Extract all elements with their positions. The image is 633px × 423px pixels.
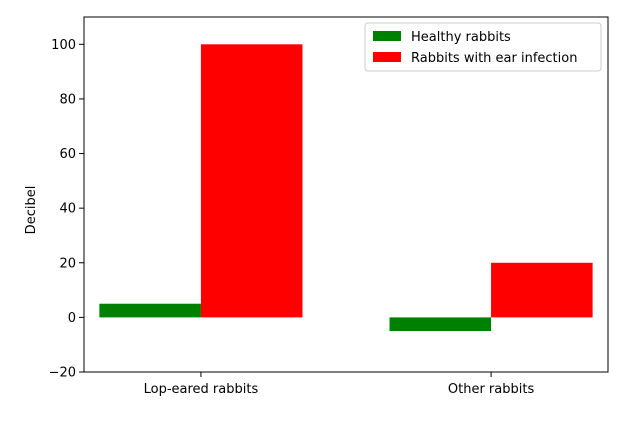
y-tick-label: −20 <box>49 366 76 381</box>
legend-swatch-infected <box>373 52 401 62</box>
x-axis-ticks: Lop-eared rabbits Other rabbits <box>144 372 535 397</box>
plot-frame <box>83 16 609 373</box>
y-axis-ticks: −20 0 20 40 60 80 100 <box>49 38 84 381</box>
bar-healthy-1 <box>389 317 492 332</box>
bar-healthy-0 <box>99 303 201 318</box>
y-tick-label: 100 <box>51 38 76 53</box>
x-tick-label: Other rabbits <box>448 382 535 397</box>
y-tick-label: 0 <box>68 311 76 326</box>
x-tick-label: Lop-eared rabbits <box>144 382 259 397</box>
legend-label-healthy: Healthy rabbits <box>411 30 511 45</box>
y-tick-label: 20 <box>59 256 76 271</box>
y-tick-label: 40 <box>59 202 76 217</box>
legend: Healthy rabbits Rabbits with ear infecti… <box>364 22 602 72</box>
y-axis-label: Decibel <box>24 186 39 235</box>
y-tick-label: 80 <box>59 92 76 107</box>
bar-infected-1 <box>491 262 593 318</box>
bar-infected-0 <box>200 44 303 318</box>
y-tick-label: 60 <box>59 147 76 162</box>
legend-box <box>364 22 602 72</box>
legend-label-infected: Rabbits with ear infection <box>411 51 577 66</box>
bars <box>99 44 593 332</box>
legend-swatch-healthy <box>373 31 401 41</box>
